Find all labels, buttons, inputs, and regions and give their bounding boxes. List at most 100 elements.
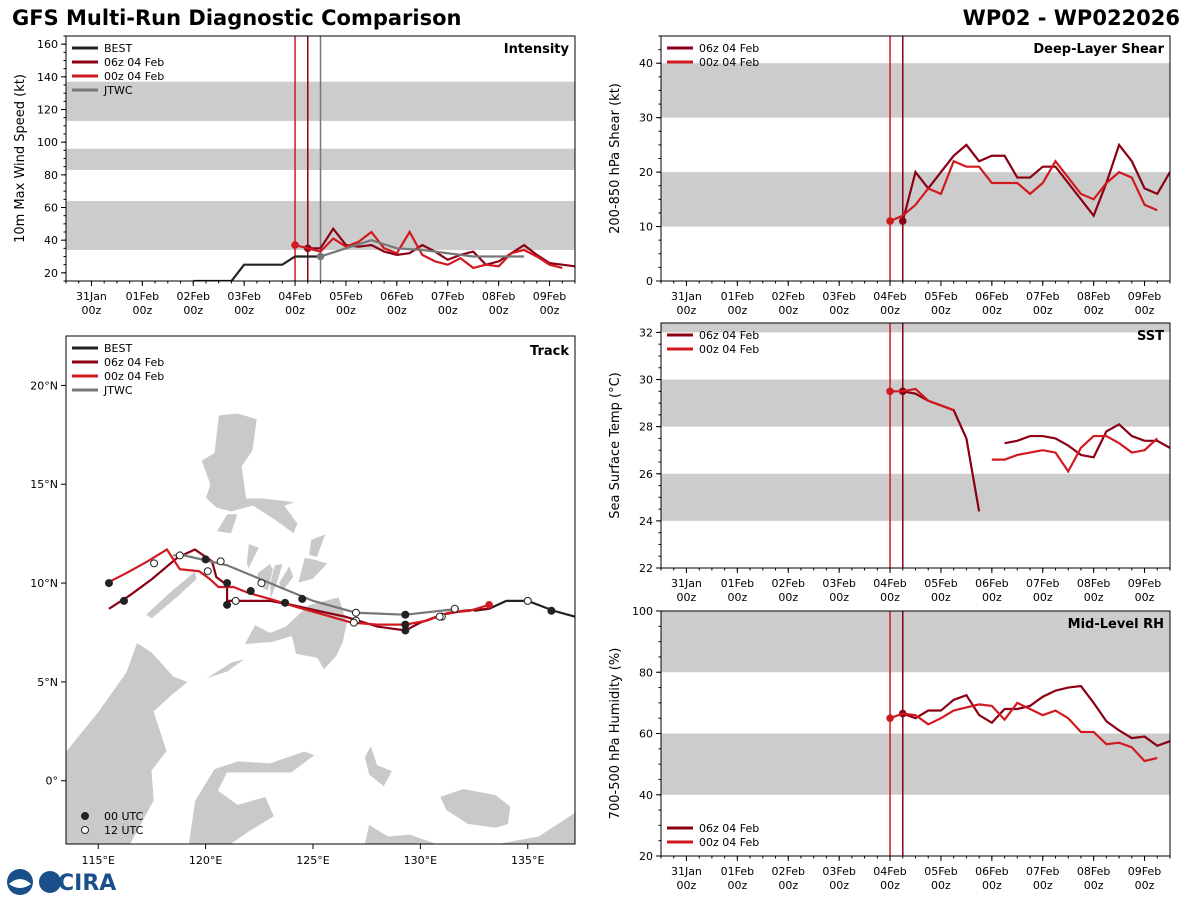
x-tick-label-date: 07Feb	[1026, 577, 1059, 590]
y-tick-label: 20	[639, 166, 653, 179]
y-tick-label: 100	[37, 136, 58, 149]
x-tick-label-date: 02Feb	[772, 290, 805, 303]
x-tick-label-hour: 00z	[677, 591, 697, 604]
x-tick-label-date: 31Jan	[671, 577, 702, 590]
x-tick-label-date: 04Feb	[278, 290, 311, 303]
y-axis-label: 10m Max Wind Speed (kt)	[13, 74, 28, 243]
x-tick-label-hour: 00z	[778, 304, 798, 317]
x-tick-label-date: 05Feb	[924, 290, 957, 303]
track-point-run00	[203, 567, 212, 576]
marker-legend-label: 00 UTC	[104, 810, 144, 823]
axes-frame	[65, 335, 576, 845]
land-mass	[364, 823, 438, 844]
series-start-marker	[886, 217, 894, 225]
x-tick-label-hour: 00z	[982, 591, 1002, 604]
x-tick-label-hour: 00z	[727, 879, 747, 892]
panel-title: SST	[1137, 329, 1164, 344]
track-line-run00	[106, 547, 490, 626]
threshold-band	[661, 473, 1170, 521]
track-point-run00	[246, 586, 255, 595]
x-tick-label-date: 08Feb	[1077, 865, 1110, 878]
y-tick-label: 160	[37, 38, 58, 51]
track-point-run00	[401, 620, 410, 629]
series-start-marker	[291, 241, 299, 249]
series-start-marker	[316, 252, 325, 261]
legend-label: 00z 04 Feb	[699, 56, 759, 69]
panel-title: Intensity	[504, 42, 570, 57]
land-mass	[66, 641, 190, 844]
x-tick-label-date: 05Feb	[329, 290, 362, 303]
legend-label: 00z 04 Feb	[104, 70, 164, 83]
series-start-marker	[886, 387, 894, 396]
series-line-run06	[902, 684, 1170, 747]
x-tick-label-hour: 00z	[489, 304, 509, 317]
x-tick-label-hour: 00z	[132, 304, 152, 317]
x-tick-label-hour: 00z	[336, 304, 356, 317]
x-tick-label-date: 03Feb	[822, 865, 855, 878]
x-tick-label-date: 07Feb	[431, 290, 464, 303]
x-tick-label-date: 09Feb	[1128, 290, 1161, 303]
panel-title: Track	[530, 344, 569, 359]
x-tick-label-hour: 00z	[677, 879, 697, 892]
track-point-jtwc	[257, 579, 266, 588]
panel-title: Deep-Layer Shear	[1033, 42, 1164, 57]
land-mass	[495, 811, 575, 844]
x-tick-label-date: 09Feb	[1128, 865, 1161, 878]
x-tick-label-date: 31Jan	[671, 865, 702, 878]
y-axis-label: 700-500 hPa Humidity (%)	[608, 648, 623, 820]
x-tick-label-hour: 00z	[1084, 591, 1104, 604]
x-tick-label-date: 04Feb	[873, 290, 906, 303]
land-mass	[203, 657, 247, 681]
legend-label: 00z 04 Feb	[104, 370, 164, 383]
x-tick-label-hour: 00z	[829, 879, 849, 892]
x-tick-label-date: 08Feb	[1077, 577, 1110, 590]
x-tick-label-date: 07Feb	[1026, 865, 1059, 878]
page-title: GFS Multi-Run Diagnostic Comparison	[12, 6, 462, 30]
land-mass	[200, 412, 299, 535]
y-tick-label: 40	[639, 789, 653, 802]
legend-label: 06z 04 Feb	[104, 56, 164, 69]
track-point-jtwc	[351, 608, 360, 617]
x-tick-label-hour: 00z	[829, 591, 849, 604]
panel-title: Mid-Level RH	[1068, 617, 1164, 632]
x-tick-label-hour: 00z	[778, 591, 798, 604]
x-tick-label: 115°E	[81, 854, 114, 867]
y-tick-label: 22	[639, 562, 653, 575]
x-tick-label-date: 01Feb	[721, 290, 754, 303]
series-line-run00	[890, 387, 955, 412]
x-tick-label-date: 03Feb	[822, 577, 855, 590]
rh-panel: 2040608010031Jan00z01Feb00z02Feb00z03Feb…	[608, 605, 1171, 892]
track-start-marker	[485, 601, 493, 609]
marker-legend-label: 12 UTC	[104, 824, 144, 837]
marker-legend-swatch	[81, 812, 89, 820]
y-tick-label: 10	[639, 221, 653, 234]
land-mass	[188, 750, 316, 844]
x-tick-label-date: 07Feb	[1026, 290, 1059, 303]
x-tick-label-hour: 00z	[1135, 304, 1155, 317]
legend-label: JTWC	[103, 84, 133, 97]
x-tick-label-hour: 00z	[727, 591, 747, 604]
x-tick-label-hour: 00z	[82, 304, 102, 317]
y-axis-label: 200-850 hPa Shear (kt)	[608, 83, 623, 234]
threshold-band	[661, 323, 1170, 333]
land-mass	[215, 513, 239, 535]
series-line-jtwc	[320, 239, 525, 258]
x-tick-label-date: 01Feb	[721, 577, 754, 590]
x-tick-label-date: 06Feb	[975, 577, 1008, 590]
track-line-jtwc	[173, 554, 460, 616]
x-tick-label-hour: 00z	[880, 879, 900, 892]
x-tick-label: 120°E	[189, 854, 222, 867]
threshold-band	[661, 733, 1170, 795]
x-tick-label-hour: 00z	[880, 591, 900, 604]
land-mass	[364, 744, 394, 788]
x-tick-label-date: 02Feb	[772, 577, 805, 590]
x-tick-label-hour: 00z	[387, 304, 407, 317]
y-axis-label: Sea Surface Temp (°C)	[608, 372, 623, 519]
threshold-band	[661, 172, 1170, 227]
x-tick-label-date: 09Feb	[1128, 577, 1161, 590]
y-tick-label: 5°N	[37, 676, 58, 689]
x-tick-label-hour: 00z	[1033, 879, 1053, 892]
land-mass	[308, 532, 327, 558]
series-start-marker	[898, 217, 907, 225]
track-point-run06	[201, 555, 210, 564]
